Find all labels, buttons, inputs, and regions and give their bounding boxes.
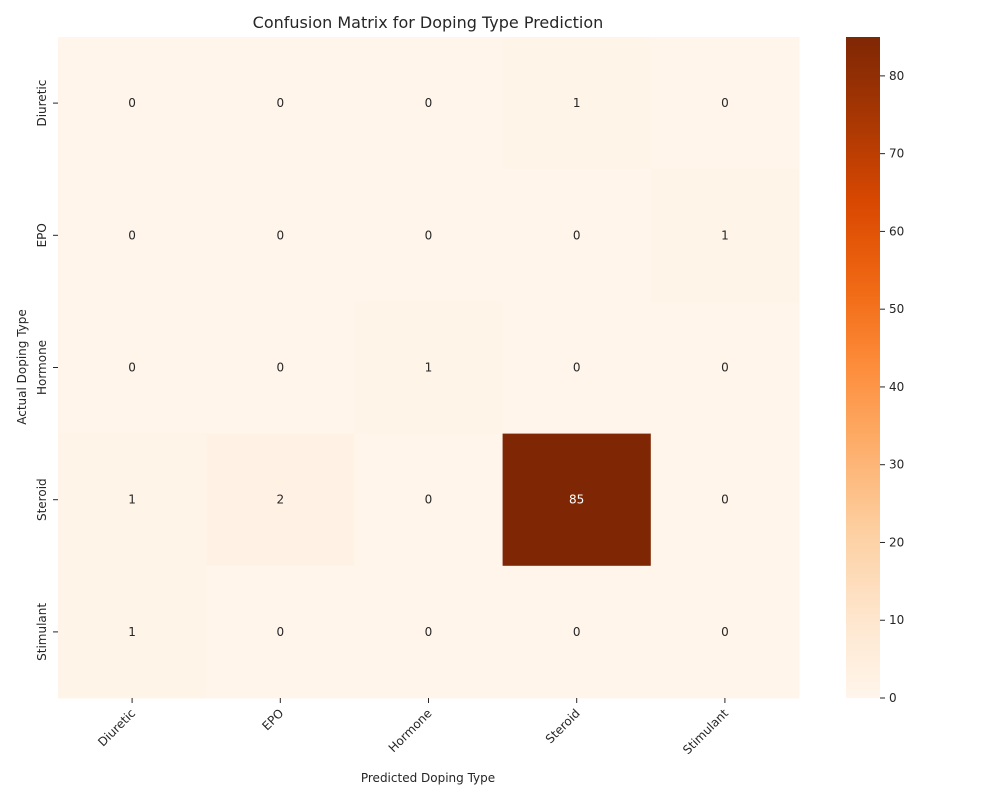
cell-value-label: 0: [721, 96, 729, 110]
heatmap-cell: [650, 301, 800, 435]
heatmap-cell: [354, 433, 504, 567]
cell-value-label: 2: [276, 493, 284, 507]
x-axis: Diuretic EPO Hormone Steroid Stimulant: [95, 698, 731, 757]
colorbar-tick-label: 80: [889, 69, 904, 83]
colorbar-tick-label: 60: [889, 224, 904, 238]
x-tick-label: Diuretic: [95, 706, 138, 749]
y-tick-label: Diuretic: [35, 80, 49, 127]
cell-value-label: 0: [573, 361, 581, 375]
heatmap-cell: [354, 169, 504, 302]
heatmap-cell: [206, 565, 355, 699]
cell-value-label: 0: [573, 228, 581, 242]
colorbar-tick-label: 20: [889, 535, 904, 549]
cell-value-label: 0: [128, 361, 136, 375]
heatmap-cell: [650, 169, 800, 302]
heatmap-cell: [354, 37, 504, 170]
y-axis: Diuretic EPO Hormone Steroid Stimulant: [35, 80, 58, 661]
heatmap-cell: [502, 565, 652, 699]
colorbar-tick-label: 30: [889, 458, 904, 472]
heatmap-cell: [206, 433, 355, 567]
y-tick-label: Steroid: [35, 478, 49, 521]
heatmap-cell: [650, 565, 800, 699]
heatmap-cell: [502, 37, 652, 170]
colorbar-tick-label: 0: [889, 691, 897, 705]
colorbar: [846, 37, 880, 698]
colorbar-tick-label: 40: [889, 380, 904, 394]
cell-value-label: 0: [573, 625, 581, 639]
heatmap-cell: [58, 301, 207, 435]
heatmap-cell: [502, 433, 652, 567]
heatmap-cell: [58, 37, 207, 170]
y-tick-label: EPO: [35, 223, 49, 247]
heatmap-cell: [58, 169, 207, 302]
x-tick-label: Stimulant: [680, 706, 731, 757]
cell-value-label: 0: [425, 493, 433, 507]
colorbar-tick-label: 10: [889, 613, 904, 627]
x-axis-label: Predicted Doping Type: [361, 771, 495, 785]
cell-value-label: 0: [276, 96, 284, 110]
heatmap-cell: [502, 169, 652, 302]
cell-value-label: 1: [425, 361, 433, 375]
cell-value-label: 0: [276, 228, 284, 242]
heatmap-cell: [206, 37, 355, 170]
y-axis-label: Actual Doping Type: [15, 309, 29, 425]
heatmap-cell: [58, 565, 207, 699]
cell-value-label: 1: [128, 493, 136, 507]
heatmap-cell: [650, 37, 800, 170]
colorbar-tick-label: 70: [889, 147, 904, 161]
chart-title: Confusion Matrix for Doping Type Predict…: [253, 13, 604, 32]
cell-value-label: 0: [276, 625, 284, 639]
x-tick-label: EPO: [259, 706, 286, 733]
cell-value-label: 0: [276, 361, 284, 375]
cell-annotations: 0 0 0 1 0 0 0 0 0 1 0 0 1 0 0 1 2 0 85 0 1 0 0 0 0: [128, 96, 728, 639]
heatmap-cell: [58, 433, 207, 567]
cell-value-label: 0: [425, 625, 433, 639]
heatmap-cells: [58, 37, 800, 699]
x-tick-label: Steroid: [543, 706, 583, 746]
x-tick-label: Hormone: [386, 706, 435, 755]
heatmap-cell: [354, 565, 504, 699]
cell-value-label: 1: [721, 228, 729, 242]
heatmap-cell: [206, 301, 355, 435]
heatmap-cell: [502, 301, 652, 435]
y-tick-label: Stimulant: [35, 603, 49, 661]
heatmap-cell: [354, 301, 504, 435]
cell-value-label: 0: [721, 361, 729, 375]
y-tick-label: Hormone: [35, 340, 49, 395]
cell-value-label: 0: [425, 228, 433, 242]
cell-value-label: 0: [721, 493, 729, 507]
cell-value-label: 1: [128, 625, 136, 639]
cell-value-label: 0: [128, 96, 136, 110]
cell-value-label: 0: [128, 228, 136, 242]
cell-value-label: 0: [425, 96, 433, 110]
colorbar-ticks: 0 10 20 30 40 50 60 70 80: [880, 69, 904, 705]
heatmap-cell: [650, 433, 800, 567]
cell-value-label: 0: [721, 625, 729, 639]
colorbar-tick-label: 50: [889, 302, 904, 316]
heatmap-cell: [206, 169, 355, 302]
cell-value-label: 1: [573, 96, 581, 110]
cell-value-label: 85: [569, 493, 584, 507]
